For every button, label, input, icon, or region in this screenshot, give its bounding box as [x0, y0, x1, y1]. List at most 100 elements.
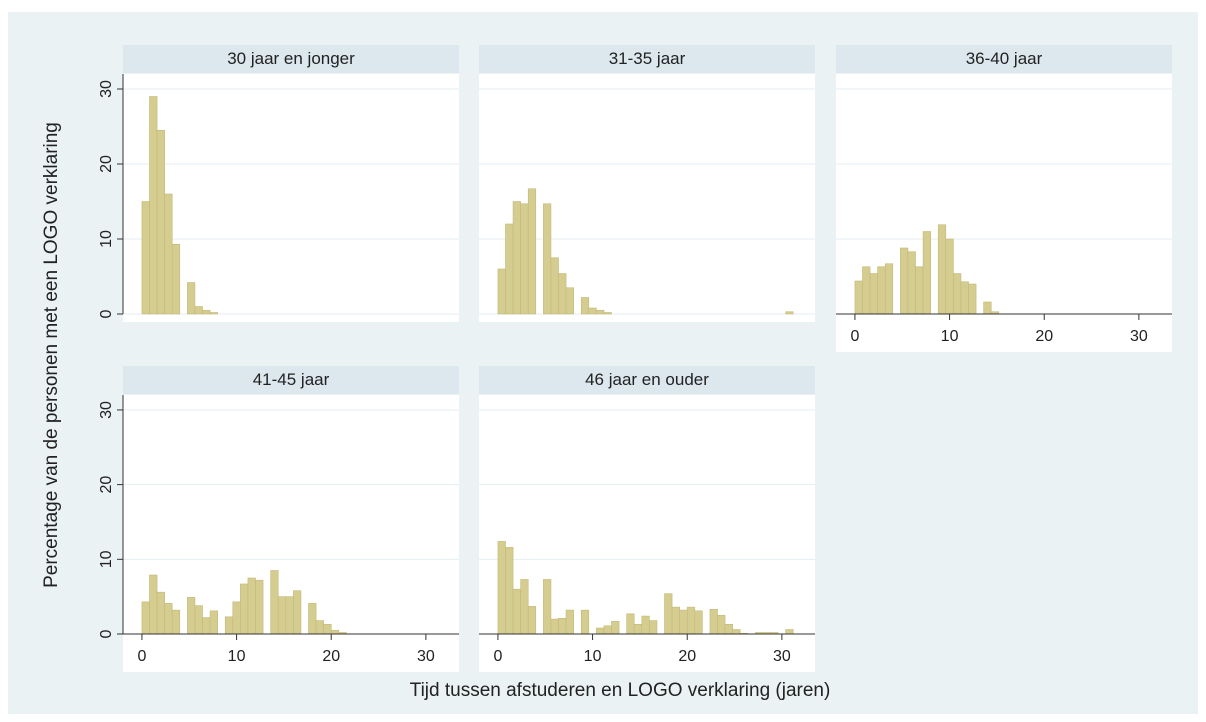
- panel-header: [479, 45, 815, 73]
- bar: [626, 613, 635, 635]
- bar: [323, 623, 332, 635]
- bar: [497, 541, 506, 635]
- bar: [884, 263, 894, 315]
- bar: [565, 287, 574, 315]
- bar: [505, 547, 514, 635]
- bar: [732, 629, 741, 635]
- x-axis-title: Tijd tussen afstuderen en LOGO verklarin…: [410, 680, 831, 701]
- bar: [937, 224, 947, 315]
- bar: [550, 257, 559, 315]
- bar: [596, 309, 605, 315]
- bar: [664, 593, 673, 635]
- bar: [247, 577, 256, 635]
- bar: [520, 203, 529, 315]
- bar: [611, 621, 620, 635]
- bar: [512, 588, 521, 635]
- bar: [580, 297, 590, 315]
- x-tick-label: 30: [1130, 328, 1148, 345]
- x-tick-label: 0: [850, 328, 859, 345]
- bar: [550, 618, 559, 635]
- bar: [187, 597, 196, 635]
- y-tick-label: 30: [98, 80, 115, 98]
- bar: [497, 268, 506, 315]
- y-axis-title: Percentage van de personen met een LOGO …: [41, 122, 62, 588]
- bar: [960, 281, 969, 315]
- bar: [983, 301, 992, 315]
- panel-header: [123, 45, 459, 73]
- bar: [641, 615, 650, 635]
- bar: [915, 266, 924, 315]
- bar: [156, 591, 165, 635]
- bar: [232, 601, 241, 635]
- bar: [505, 223, 514, 315]
- bar: [686, 606, 696, 635]
- bar: [171, 243, 181, 315]
- bar: [633, 623, 643, 635]
- panel-title: 41-45 jaar: [253, 370, 330, 389]
- bar: [141, 601, 150, 635]
- bar: [512, 201, 521, 315]
- bar: [293, 590, 302, 635]
- bar: [240, 583, 249, 635]
- bar: [869, 273, 878, 315]
- bar: [580, 609, 590, 635]
- bar: [922, 231, 931, 315]
- bar: [565, 609, 574, 635]
- y-tick-label: 10: [98, 230, 115, 248]
- bar: [194, 605, 203, 635]
- bar: [709, 609, 718, 635]
- bar: [900, 247, 909, 315]
- y-tick-label: 0: [98, 309, 115, 318]
- x-tick-label: 10: [941, 328, 959, 345]
- y-tick-label: 0: [98, 629, 115, 638]
- bar: [854, 280, 863, 315]
- bar: [877, 266, 886, 315]
- x-tick-label: 20: [322, 648, 340, 665]
- bar: [558, 273, 567, 315]
- x-tick-label: 20: [678, 648, 696, 665]
- bar: [141, 201, 150, 315]
- bar: [724, 623, 733, 635]
- bar: [285, 596, 294, 635]
- y-tick-label: 20: [98, 155, 115, 173]
- bar: [149, 574, 158, 635]
- bar: [953, 273, 962, 315]
- bar: [785, 629, 794, 635]
- panel-header: [123, 366, 459, 394]
- bar: [603, 625, 612, 635]
- bar: [209, 312, 218, 315]
- x-tick-label: 10: [584, 648, 602, 665]
- bar: [862, 266, 871, 315]
- bar: [543, 579, 552, 635]
- bar: [527, 188, 537, 315]
- bar: [785, 311, 794, 315]
- bar: [149, 96, 158, 315]
- bar: [588, 307, 597, 315]
- bar: [717, 615, 726, 635]
- x-tick-label: 30: [417, 648, 435, 665]
- y-tick-label: 10: [98, 550, 115, 568]
- bar: [315, 620, 324, 635]
- panel-header: [836, 45, 1172, 73]
- bar: [671, 606, 680, 635]
- panel-header: [479, 366, 815, 394]
- bar: [171, 609, 181, 635]
- bar: [202, 309, 211, 315]
- x-tick-label: 0: [493, 648, 502, 665]
- x-tick-label: 0: [137, 648, 146, 665]
- bar: [187, 282, 196, 315]
- bar: [277, 596, 287, 635]
- bar: [558, 618, 567, 635]
- bar: [945, 238, 954, 315]
- panel-title: 36-40 jaar: [966, 49, 1043, 68]
- bar: [520, 579, 529, 635]
- x-tick-label: 10: [228, 648, 246, 665]
- bar: [194, 306, 203, 315]
- bar: [596, 627, 605, 635]
- bar: [224, 616, 234, 635]
- bar: [543, 203, 552, 315]
- bar: [164, 193, 173, 315]
- bar: [649, 620, 658, 635]
- bar: [527, 606, 537, 635]
